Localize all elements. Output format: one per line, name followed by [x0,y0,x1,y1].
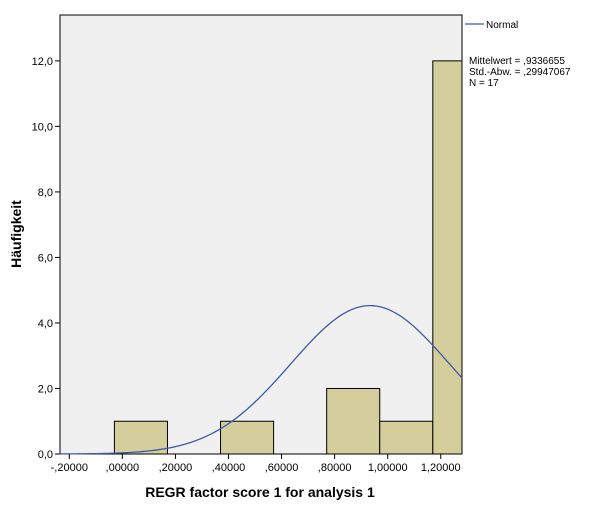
x-tick-label: 1,00000 [368,462,408,474]
x-tick-label: ,00000 [106,462,140,474]
histogram-bar-2 [220,420,275,455]
histogram-bar-6 [432,60,463,455]
y-axis-title: Häufigkeit [8,200,24,268]
normal-curve [59,304,463,455]
x-axis: -,20000 ,00000 ,20000 ,40000 ,60000 ,80000 1,0… [51,454,461,474]
y-tick-label: 10,0 [32,121,53,133]
y-tick-label: 2,0 [38,383,53,395]
y-axis: 0,0 2,0 4,0 6,0 8,0 10,0 12,0 [32,56,60,461]
stat-mean: Mittelwert = ,9336655 [469,56,565,67]
x-tick-label: ,40000 [212,462,246,474]
statistics-box: Mittelwert = ,9336655 Std.-Abw. = ,29947… [469,56,571,89]
y-tick-label: 12,0 [32,56,53,68]
stat-std-dev: Std.-Abw. = ,29947067 [469,67,571,78]
bars [113,60,463,455]
y-tick-label: 0,0 [38,449,53,461]
histogram-bar-4 [326,387,381,455]
plot-area [59,14,463,455]
legend-label: Normal [486,20,518,31]
x-tick-label: ,20000 [159,462,193,474]
stat-n: N = 17 [469,78,499,89]
x-tick-label: ,60000 [265,462,299,474]
x-tick-label: ,80000 [318,462,352,474]
y-tick-label: 8,0 [38,187,53,199]
x-tick-label: -,20000 [51,462,88,474]
x-tick-label: 1,20000 [421,462,461,474]
histogram-bar-0 [113,420,168,455]
x-axis-title: REGR factor score 1 for analysis 1 [145,484,375,500]
y-tick-label: 6,0 [38,252,53,264]
legend: Normal [465,20,518,31]
histogram-bar-5 [379,420,434,455]
y-tick-label: 4,0 [38,318,53,330]
